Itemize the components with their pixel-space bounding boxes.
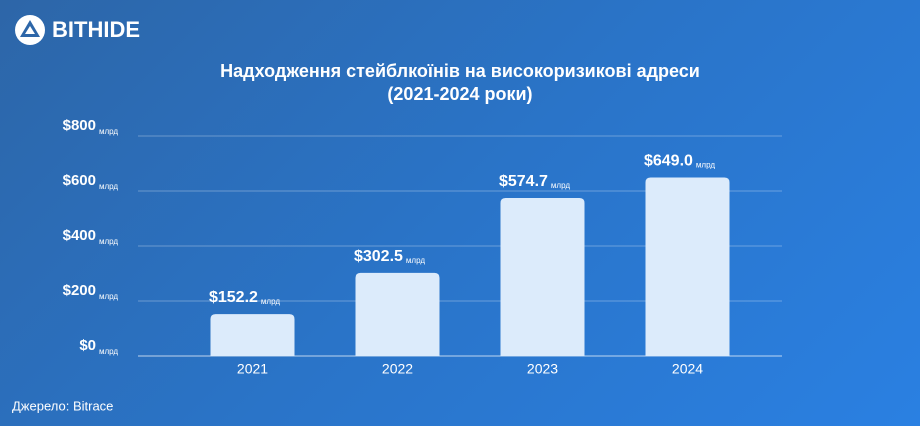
y-tick-unit: млрд [99, 127, 118, 136]
y-tick-unit: млрд [99, 292, 118, 301]
x-tick-label: 2024 [672, 361, 703, 377]
bar [645, 177, 730, 356]
bar [355, 272, 440, 356]
bar [210, 314, 295, 356]
value-label-number: $152.2 [209, 289, 258, 306]
value-label-number: $302.5 [354, 248, 403, 265]
value-label: $574.7 млрд [499, 173, 570, 190]
value-label-unit: млрд [551, 181, 570, 190]
chart-title: Надходження стейблкоїнів на високоризико… [220, 61, 700, 104]
value-label: $152.2 млрд [209, 289, 280, 306]
source: Джерело: Bitrace [12, 398, 113, 413]
value-label: $649.0 млрд [644, 153, 715, 170]
value-label: $302.5 млрд [354, 248, 425, 265]
value-label-unit: млрд [696, 161, 715, 170]
value-label-number: $574.7 [499, 173, 548, 190]
y-tick-label: $0 [79, 337, 96, 354]
brand: BITHIDE [52, 17, 140, 42]
logo [15, 15, 45, 45]
y-tick-label: $800 [63, 117, 96, 134]
value-label-unit: млрд [406, 256, 425, 265]
y-tick-unit: млрд [99, 347, 118, 356]
y-tick-label: $600 [63, 172, 96, 189]
x-tick-label: 2021 [237, 361, 268, 377]
value-label-number: $649.0 [644, 153, 693, 170]
value-label-unit: млрд [261, 297, 280, 306]
y-tick-label: $400 [63, 227, 96, 244]
y-tick-unit: млрд [99, 182, 118, 191]
x-tick-label: 2022 [382, 361, 413, 377]
y-tick-label: $200 [63, 282, 96, 299]
bar [500, 197, 585, 356]
x-tick-label: 2023 [527, 361, 558, 377]
y-tick-unit: млрд [99, 237, 118, 246]
